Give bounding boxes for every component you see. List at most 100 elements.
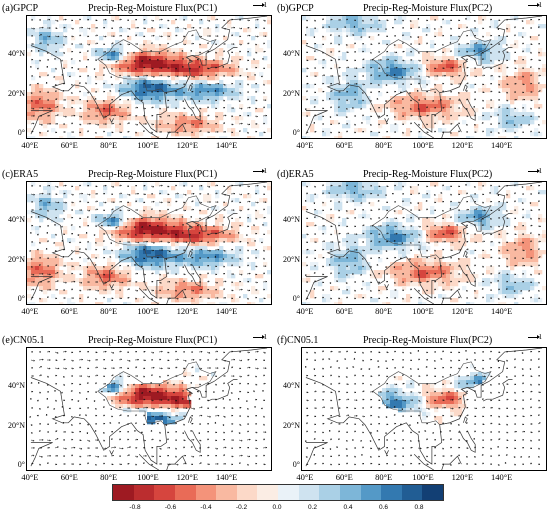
- map-panel: (e)CN05.1 Precip-Reg-Moisture Flux(PC1) 1 4…: [0, 332, 275, 502]
- longitude-label: 140°E: [491, 472, 513, 482]
- longitude-label: 60°E: [335, 472, 353, 482]
- colorbar-tick-label: -0.8: [129, 504, 141, 511]
- reference-vector: 1: [252, 333, 267, 341]
- vector-layer: [304, 349, 542, 467]
- latitude-label: 40°N: [8, 215, 25, 225]
- reference-arrow-icon: [527, 334, 540, 339]
- colorbar-swatch: [360, 485, 382, 500]
- longitude-label: 100°E: [137, 140, 159, 150]
- longitude-label: 40°E: [21, 306, 39, 316]
- longitude-label: 40°E: [21, 140, 39, 150]
- latitude-label: 0°: [292, 460, 300, 470]
- longitude-label: 120°E: [451, 140, 474, 150]
- latitude-label: 20°N: [8, 420, 25, 430]
- longitude-label: 80°E: [375, 140, 393, 150]
- reference-vector-value: 1: [538, 333, 543, 341]
- map-plot: [26, 15, 272, 139]
- latitude-label: 40°N: [8, 49, 25, 59]
- map-plot: [26, 181, 272, 305]
- map-canvas: [29, 348, 268, 470]
- colorbar-swatch: [133, 485, 155, 500]
- longitude-label: 80°E: [100, 472, 118, 482]
- map-canvas: [302, 182, 546, 304]
- longitude-label: 140°E: [216, 472, 238, 482]
- colorbar-swatch: [174, 485, 196, 500]
- longitude-label: 80°E: [100, 306, 118, 316]
- longitude-label: 140°E: [216, 140, 238, 150]
- reference-arrow-icon: [252, 2, 265, 7]
- colorbar-swatch: [401, 485, 423, 500]
- colorbar-swatch: [257, 485, 278, 500]
- shading-layer: [302, 16, 546, 138]
- panel-title: Precip-Reg-Moisture Flux(PC1): [88, 335, 218, 346]
- map-canvas: [27, 182, 271, 304]
- longitude-label: 80°E: [375, 306, 393, 316]
- map-plot: [301, 15, 547, 139]
- latitude-label: 20°N: [8, 88, 25, 98]
- latitude-label: 20°N: [8, 254, 25, 264]
- panel-title: Precip-Reg-Moisture Flux(PC1): [88, 3, 218, 14]
- colorbar-swatch: [339, 485, 361, 500]
- longitude-label: 60°E: [60, 140, 78, 150]
- coastline-layer: [30, 16, 268, 138]
- reference-vector: 1: [527, 333, 543, 341]
- vector-layer: [304, 183, 542, 301]
- colorbar-swatch: [319, 485, 340, 500]
- latitude-label: 40°N: [8, 381, 25, 391]
- reference-arrow-icon: [527, 2, 540, 7]
- panel-title: Precip-Reg-Moisture Flux(PC2): [363, 335, 493, 346]
- colorbar-tick-label: 0.6: [378, 504, 389, 511]
- coastline-layer: [305, 182, 543, 304]
- colorbar-swatch: [381, 485, 402, 500]
- longitude-label: 80°E: [375, 472, 393, 482]
- longitude-label: 40°E: [21, 472, 39, 482]
- longitude-label: 140°E: [491, 306, 513, 316]
- reference-arrow-icon: [252, 168, 265, 173]
- panel-tag: (e)CN05.1: [2, 335, 45, 346]
- reference-vector-value: 1: [538, 1, 543, 9]
- colorbar-swatch: [236, 485, 258, 500]
- latitude-label: 40°N: [283, 381, 300, 391]
- panel-title: Precip-Reg-Moisture Flux(PC2): [363, 3, 493, 14]
- map-canvas: [27, 16, 271, 138]
- map-plot: [301, 347, 547, 471]
- longitude-label: 100°E: [412, 472, 434, 482]
- colorbar-swatch: [195, 485, 217, 500]
- colorbar-swatch: [278, 485, 299, 500]
- panel-tag: (d)ERA5: [277, 169, 314, 180]
- shading-layer: [27, 16, 271, 138]
- reference-vector-value: 1: [538, 167, 543, 175]
- longitude-label: 100°E: [412, 306, 434, 316]
- reference-vector: 1: [527, 167, 543, 175]
- coastline-layer: [30, 182, 268, 304]
- shading-layer: [99, 364, 216, 425]
- panel-title: Precip-Reg-Moisture Flux(PC1): [88, 169, 218, 180]
- latitude-label: 20°N: [283, 254, 300, 264]
- colorbar-tick-label: -0.6: [164, 504, 177, 511]
- vector-layer: [29, 184, 268, 300]
- colorbar-swatch: [422, 485, 443, 500]
- coastline-layer: [305, 348, 543, 470]
- coastline-layer: [305, 16, 543, 138]
- longitude-label: 120°E: [451, 306, 474, 316]
- latitude-label: 0°: [292, 128, 300, 138]
- reference-vector: 1: [252, 167, 267, 175]
- panel-tag: (a)GPCP: [2, 3, 39, 14]
- shading-layer: [378, 364, 491, 425]
- colorbar-swatch: [298, 485, 320, 500]
- longitude-label: 120°E: [176, 306, 199, 316]
- longitude-label: 40°E: [296, 472, 314, 482]
- panel-tag: (f)CN05.1: [277, 335, 319, 346]
- reference-vector: 1: [527, 1, 543, 9]
- colorbar-tick-label: -0.4: [200, 504, 212, 511]
- longitude-label: 80°E: [100, 140, 118, 150]
- latitude-label: 0°: [17, 128, 25, 138]
- colorbar-tick-label: 0.8: [414, 504, 424, 511]
- longitude-label: 60°E: [335, 306, 353, 316]
- longitude-label: 40°E: [296, 306, 314, 316]
- latitude-label: 0°: [292, 294, 300, 304]
- latitude-label: 0°: [17, 294, 25, 304]
- reference-vector: 1: [252, 1, 267, 9]
- longitude-label: 60°E: [60, 472, 78, 482]
- colorbar-tick-label: 0.2: [307, 504, 318, 511]
